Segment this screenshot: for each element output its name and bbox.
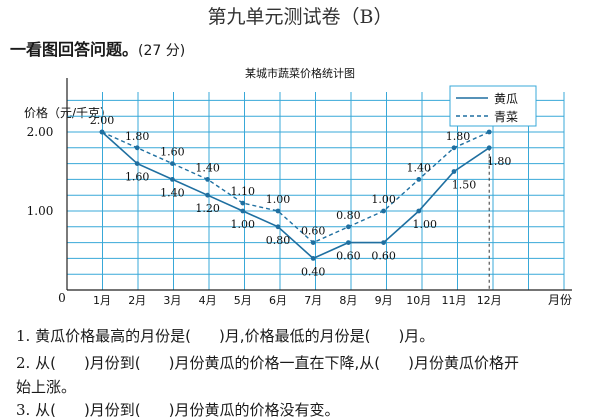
data-point [451, 169, 457, 174]
x-tick-label: 1月 [93, 294, 111, 307]
data-label: 0.80 [336, 209, 361, 222]
x-tick-label: 2月 [128, 294, 146, 307]
data-point [310, 240, 316, 246]
question-text: )月份到( [83, 354, 141, 372]
data-point [170, 177, 175, 182]
data-label: 1.00 [231, 218, 256, 231]
data-point [240, 208, 246, 214]
x-tick-label: 10月 [406, 294, 431, 307]
x-tick-label: 3月 [163, 294, 181, 307]
question-number: 2. [16, 354, 31, 372]
data-label: 0.60 [371, 250, 396, 263]
question-text: )月,价格最低的月份是( [218, 327, 371, 345]
data-label: 1.00 [413, 218, 438, 231]
data-label: 1.00 [371, 193, 396, 206]
data-label: 1.00 [266, 193, 291, 206]
question-number: 3. [16, 401, 31, 419]
data-label: 1.50 [452, 179, 477, 192]
data-point [275, 224, 281, 230]
data-label: 1.40 [160, 186, 185, 199]
x-tick-label: 9月 [375, 294, 393, 307]
data-point [99, 129, 105, 135]
data-point [451, 145, 457, 151]
x-axis-label: 月份 [548, 293, 572, 307]
origin-label: 0 [58, 291, 66, 305]
question-2-continued: 始上涨。 [16, 376, 76, 397]
data-label: 1.60 [160, 146, 185, 159]
data-point [205, 192, 211, 198]
data-label: 1.20 [195, 202, 220, 215]
data-label: 1.80 [125, 130, 150, 143]
x-tick-label: 12月 [477, 294, 502, 307]
data-point [486, 129, 492, 135]
data-label: 0.60 [301, 225, 326, 238]
question-number: 1. [16, 327, 31, 345]
data-point [310, 256, 316, 261]
data-label: 0.80 [266, 234, 291, 247]
data-point [416, 208, 422, 214]
question-text: )月份黄瓜价格开 [408, 354, 520, 372]
data-point [134, 161, 140, 167]
section-heading: 一看图回答问题。(27 分) [10, 36, 185, 60]
x-tick-label: 5月 [234, 294, 252, 307]
data-label: 0.40 [301, 265, 326, 278]
question-text: )月份黄瓜的价格没有变。 [168, 401, 340, 419]
data-point [346, 240, 351, 246]
data-label: 1.80 [446, 130, 471, 143]
x-tick-label: 6月 [269, 294, 287, 307]
data-point [346, 224, 351, 230]
section-label: 一看图回答问题。 [10, 40, 139, 59]
data-point [275, 208, 281, 214]
question-text: )月份到( [83, 401, 141, 419]
legend-label-greens: 青菜 [494, 110, 518, 124]
x-tick-label: 11月 [442, 294, 467, 307]
question-text: 从( [35, 401, 56, 419]
data-label: 0.60 [336, 250, 361, 263]
data-label: 1.40 [195, 161, 220, 174]
chart-title: 某城市蔬菜价格统计图 [245, 66, 355, 80]
x-tick-label: 7月 [304, 294, 322, 307]
legend-box [449, 85, 537, 127]
x-tick-label: 4月 [199, 294, 217, 307]
question-text: 黄瓜价格最高的月份是( [35, 327, 191, 345]
data-point [486, 145, 492, 151]
y-tick-label: 2.00 [27, 125, 54, 139]
question-3: 3. 从( )月份到( )月份黄瓜的价格没有变。 [16, 399, 340, 420]
question-text: 始上涨。 [16, 378, 77, 396]
legend: 黄瓜 青菜 [449, 85, 537, 127]
x-tick-label: 8月 [339, 294, 357, 307]
section-points: (27 分) [138, 43, 186, 59]
legend-label-cucumber: 黄瓜 [494, 92, 518, 106]
question-text: )月。 [398, 327, 435, 345]
data-label: 1.60 [125, 171, 150, 184]
series-line-greens [101, 131, 490, 244]
data-point [205, 177, 211, 182]
data-point [416, 177, 422, 182]
page-title: 第九单元测试卷（B） [207, 6, 393, 28]
data-labels: 1.60 1.40 1.20 1.00 0.80 0.40 0.60 0.60 1.00 1.50… [90, 114, 512, 278]
data-label: 1.40 [407, 161, 432, 174]
question-text: )月份黄瓜的价格一直在下降,从( [168, 354, 381, 372]
data-point [240, 200, 246, 206]
data-point [381, 240, 386, 246]
data-label: 1.10 [231, 185, 256, 198]
series-lines [99, 129, 492, 261]
data-point [381, 208, 386, 214]
data-point [134, 145, 140, 151]
question-text: 从( [35, 354, 56, 372]
question-2: 2. 从( )月份到( )月份黄瓜的价格一直在下降,从( )月份黄瓜价格开 [16, 352, 519, 373]
y-tick-label: 1.00 [27, 204, 54, 218]
series-line-cucumber [101, 131, 490, 260]
data-label: 2.00 [90, 114, 115, 127]
data-label: 1.80 [487, 155, 512, 168]
data-point [170, 161, 175, 167]
question-1: 1. 黄瓜价格最高的月份是( )月,价格最低的月份是( )月。 [16, 325, 434, 346]
